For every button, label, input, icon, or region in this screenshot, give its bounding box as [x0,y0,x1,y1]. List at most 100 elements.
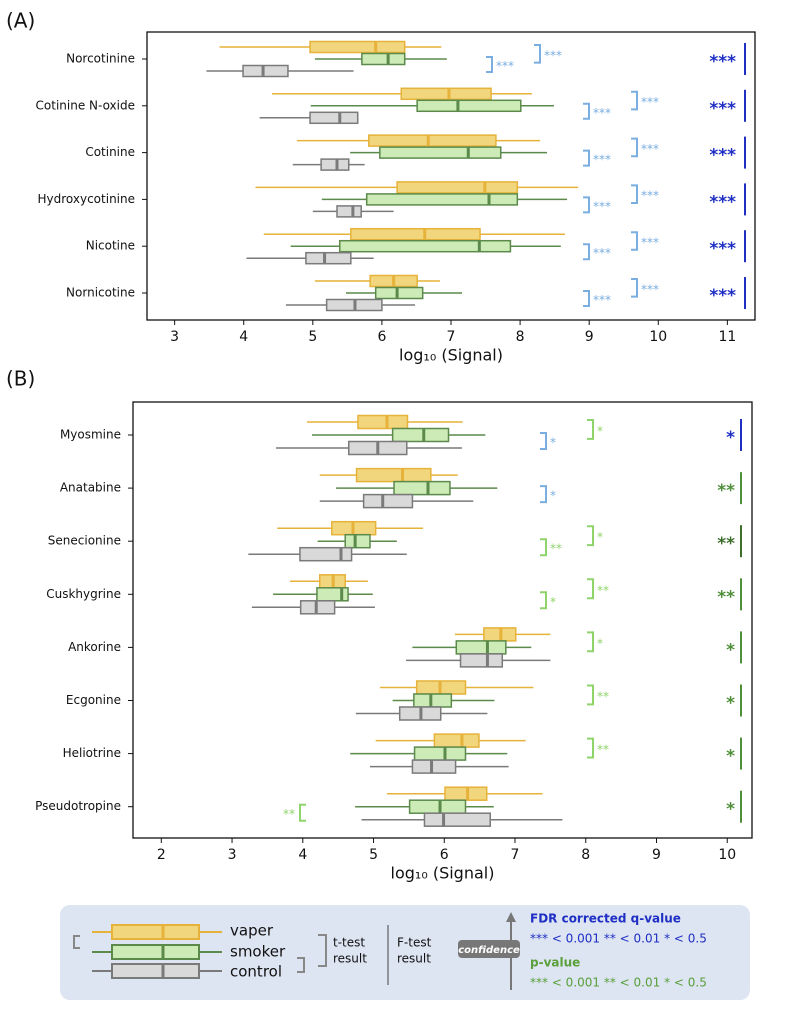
box [305,251,352,265]
box [433,733,480,748]
ttest-stars: *** [593,106,611,120]
x-tick-label: 10 [649,329,667,345]
box [374,286,424,300]
ftest-stars: ** [717,481,735,501]
legend-bracket [318,934,327,967]
ttest-bracket [587,525,594,547]
ttest-stars: * [550,595,556,609]
x-tick-label: 9 [652,847,661,863]
x-axis-label: log₁₀ (Signal) [399,346,503,365]
ftest-stars: ** [717,534,735,554]
box [320,158,350,171]
ttest-bracket [540,432,547,450]
ttest-bracket [587,419,594,440]
ttest-stars: ** [597,689,609,703]
ttest-bracket [587,684,594,706]
legend-label: smoker [230,943,286,961]
x-tick-label: 4 [298,847,307,863]
ttest-bracket [631,137,638,158]
x-tick-label: 6 [440,847,449,863]
box [413,693,453,708]
ttest-stars: *** [593,199,611,213]
ttest-stars: *** [641,282,659,296]
legend-ftest: F-test [397,936,432,950]
legend-bracket [297,957,305,973]
legend-box-vaper [92,924,222,940]
plot-frame [146,31,756,321]
legend-box-control [92,963,222,979]
category-label: Cotinine [85,145,135,159]
ttest-stars: * [597,530,603,544]
category-label: Hydroxycotinine [38,192,136,206]
ttest-stars: *** [593,153,611,167]
ttest-stars: * [597,424,603,438]
legend-q-thresholds: *** < 0.001 ** < 0.01 * < 0.5 [530,932,707,946]
box [408,799,467,814]
ttest-bracket [583,290,590,307]
box [362,493,414,509]
x-tick-label: 8 [516,329,525,345]
legend-p-title: p-value [530,956,580,970]
ttest-stars: *** [641,95,659,109]
ttest-bracket [587,737,594,759]
ftest-stars: *** [709,286,736,306]
box [344,533,371,549]
category-label: Anatabine [60,481,121,495]
box [393,480,451,496]
ttest-bracket [583,196,590,214]
x-tick-label: 5 [308,329,317,345]
box [416,99,522,113]
panel-label: (B) [6,367,35,391]
legend-ftest: result [397,952,431,966]
legend-panel [60,905,750,1000]
x-tick-label: 4 [239,329,248,345]
panel-label: (A) [6,9,35,33]
x-tick-label: 3 [170,329,179,345]
ttest-bracket [631,278,638,298]
x-tick-label: 6 [377,329,386,345]
box [411,759,457,774]
box [339,239,512,253]
category-label: Myosmine [60,428,121,442]
ftest-stars: * [726,428,735,448]
category-label: Nicotine [86,239,135,253]
ftest-stars: *** [709,52,736,72]
x-tick-label: 3 [228,847,237,863]
box [391,427,450,443]
legend-q-title: FDR corrected q-value [530,912,681,926]
legend-arrowhead [506,912,516,922]
ttest-stars: ** [597,583,609,597]
ftest-stars: *** [709,146,736,166]
ttest-stars: ** [597,743,609,757]
legend-label: control [230,963,282,981]
ttest-stars: * [550,436,556,450]
x-tick-label: 7 [447,329,456,345]
ttest-bracket [587,631,594,653]
x-tick-label: 2 [157,847,166,863]
box [309,40,406,54]
box [299,546,353,562]
box [413,746,467,761]
ftest-stars: * [726,640,735,660]
box [423,812,492,827]
box [242,64,289,78]
ttest-stars: *** [544,48,562,62]
box [357,414,409,430]
box [379,146,502,159]
legend-confidence-tag [458,940,520,958]
legend-ttest: result [333,952,367,966]
ttest-bracket [540,538,547,557]
category-label: Norcotinine [66,52,135,66]
category-label: Heliotrine [63,746,121,760]
box [355,467,432,483]
ttest-bracket [534,44,541,64]
x-tick-label: 9 [585,329,594,345]
box [444,786,488,801]
ttest-stars: ** [550,542,562,556]
box [316,587,349,602]
legend-ttest: t-test [333,936,365,950]
box [396,181,519,194]
ttest-stars: ** [283,807,295,821]
box [309,111,359,125]
